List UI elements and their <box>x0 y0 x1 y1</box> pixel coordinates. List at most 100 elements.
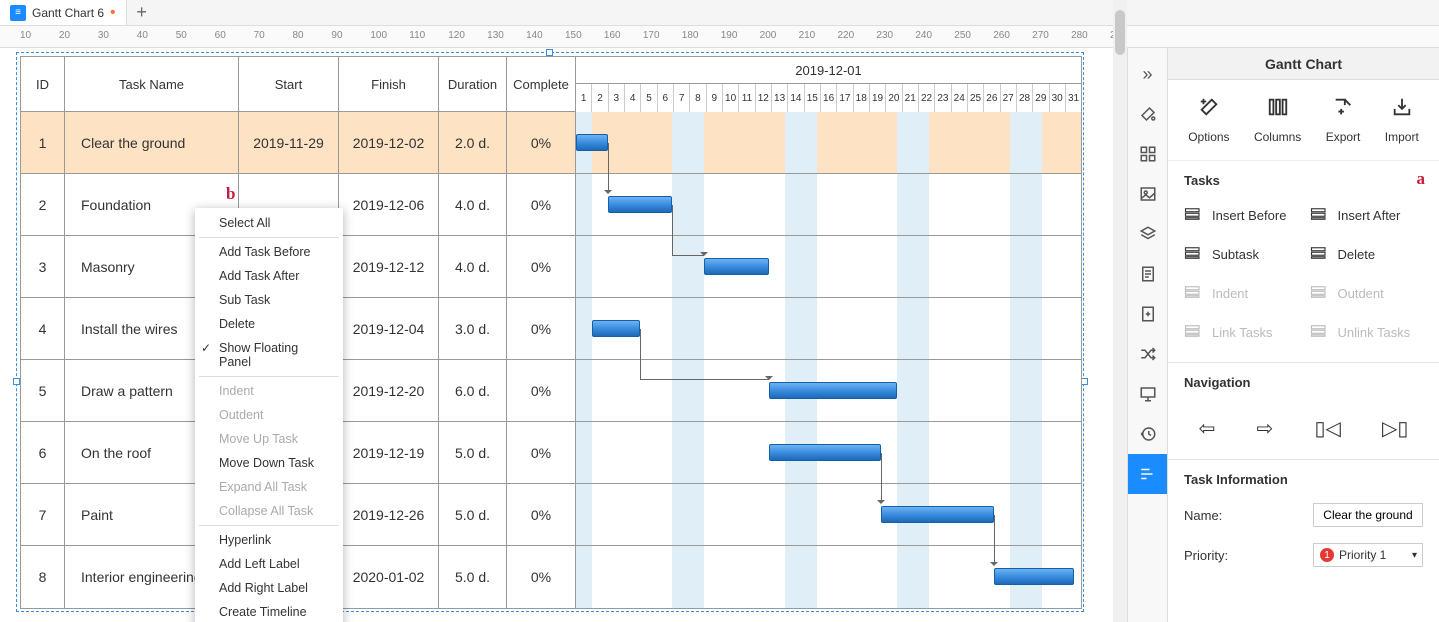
layers-icon[interactable] <box>1128 214 1168 254</box>
cell-finish[interactable]: 2019-12-12 <box>339 236 439 297</box>
cell-finish[interactable]: 2019-12-20 <box>339 360 439 421</box>
task-bar[interactable] <box>608 196 672 213</box>
day-header-cell: 9 <box>707 84 723 112</box>
cell-finish[interactable]: 2019-12-04 <box>339 298 439 359</box>
header-start[interactable]: Start <box>239 57 339 111</box>
task-name-input[interactable] <box>1313 503 1423 527</box>
priority-label: Priority: <box>1184 548 1228 563</box>
day-header-cell: 24 <box>952 84 968 112</box>
insert-after-button[interactable]: Insert After <box>1306 200 1428 231</box>
cell-complete[interactable]: 0% <box>507 484 575 545</box>
cell-complete[interactable]: 0% <box>507 112 575 173</box>
task-bar[interactable] <box>994 568 1074 585</box>
header-id[interactable]: ID <box>21 57 65 111</box>
options-button[interactable]: Options <box>1188 96 1229 144</box>
gantt-panel-icon[interactable] <box>1128 454 1168 494</box>
selection-handle[interactable] <box>546 49 553 56</box>
cell-complete[interactable]: 0% <box>507 236 575 297</box>
menu-item[interactable]: Add Right Label <box>195 576 343 600</box>
menu-item[interactable]: Hyperlink <box>195 528 343 552</box>
subtask-button[interactable]: Subtask <box>1180 239 1302 270</box>
cell-duration[interactable]: 4.0 d. <box>439 174 507 235</box>
cell-complete[interactable]: 0% <box>507 298 575 359</box>
nav-left-button[interactable]: ⇦ <box>1199 416 1216 441</box>
cell-duration[interactable]: 5.0 d. <box>439 484 507 545</box>
columns-button[interactable]: Columns <box>1254 96 1301 144</box>
add-page-icon[interactable] <box>1128 294 1168 334</box>
page-icon[interactable] <box>1128 254 1168 294</box>
menu-item[interactable]: Add Task Before <box>195 240 343 264</box>
task-bar[interactable] <box>881 506 993 523</box>
shuffle-icon[interactable] <box>1128 334 1168 374</box>
cell-duration[interactable]: 2.0 d. <box>439 112 507 173</box>
header-complete[interactable]: Complete <box>507 57 575 111</box>
grid-icon[interactable] <box>1128 134 1168 174</box>
history-icon[interactable] <box>1128 414 1168 454</box>
cell-duration[interactable]: 6.0 d. <box>439 360 507 421</box>
weekend-shade <box>785 546 801 608</box>
day-header-cell: 6 <box>658 84 674 112</box>
insert-before-button[interactable]: Insert Before <box>1180 200 1302 231</box>
selection-handle[interactable] <box>1081 378 1088 385</box>
menu-item[interactable]: Delete <box>195 312 343 336</box>
scrollbar-thumb[interactable] <box>1115 10 1125 55</box>
cell-duration[interactable]: 5.0 d. <box>439 422 507 483</box>
import-button[interactable]: Import <box>1385 96 1419 144</box>
vertical-scrollbar[interactable] <box>1113 0 1127 622</box>
nav-last-button[interactable]: ▷▯ <box>1382 416 1408 441</box>
presentation-icon[interactable] <box>1128 374 1168 414</box>
timeline-row <box>576 112 1081 174</box>
task-bar[interactable] <box>576 134 608 151</box>
task-bar[interactable] <box>769 444 881 461</box>
delete-button[interactable]: Delete <box>1306 239 1428 270</box>
cell-finish[interactable]: 2019-12-02 <box>339 112 439 173</box>
nav-right-button[interactable]: ⇨ <box>1257 416 1274 441</box>
cell-complete[interactable]: 0% <box>507 360 575 421</box>
menu-item[interactable]: Add Task After <box>195 264 343 288</box>
selection-handle[interactable] <box>13 378 20 385</box>
gantt-chart[interactable]: ID Task Name Start Finish Duration Compl… <box>20 56 1082 609</box>
priority-select[interactable]: 1 Priority 1 <box>1313 543 1423 567</box>
dependency-line <box>608 143 609 193</box>
cell-complete[interactable]: 0% <box>507 174 575 235</box>
paint-bucket-icon[interactable] <box>1128 94 1168 134</box>
header-duration[interactable]: Duration <box>439 57 507 111</box>
menu-item[interactable]: ✓Show Floating Panel <box>195 336 343 374</box>
ruler-tick: 150 <box>565 30 582 41</box>
export-button[interactable]: Export <box>1326 96 1361 144</box>
cell-start[interactable]: 2019-11-29 <box>239 112 339 173</box>
image-icon[interactable] <box>1128 174 1168 214</box>
menu-item[interactable]: Add Left Label <box>195 552 343 576</box>
cell-duration[interactable]: 5.0 d. <box>439 546 507 608</box>
cell-duration[interactable]: 3.0 d. <box>439 298 507 359</box>
dependency-line <box>881 453 882 503</box>
cell-complete[interactable]: 0% <box>507 546 575 608</box>
ruler-tick: 120 <box>448 30 465 41</box>
menu-item[interactable]: Sub Task <box>195 288 343 312</box>
weekend-shade <box>801 298 817 359</box>
cell-finish[interactable]: 2019-12-06 <box>339 174 439 235</box>
menu-item[interactable]: Create Timeline <box>195 600 343 622</box>
header-finish[interactable]: Finish <box>339 57 439 111</box>
menu-item[interactable]: Select All <box>195 211 343 235</box>
cell-id: 5 <box>21 360 65 421</box>
cell-duration[interactable]: 4.0 d. <box>439 236 507 297</box>
cell-finish[interactable]: 2019-12-19 <box>339 422 439 483</box>
collapse-panel-icon[interactable]: » <box>1128 54 1168 94</box>
menu-item[interactable]: Move Down Task <box>195 451 343 475</box>
nav-first-button[interactable]: ▯◁ <box>1314 416 1340 441</box>
task-row[interactable]: 1Clear the ground2019-11-292019-12-022.0… <box>21 112 575 174</box>
add-tab-button[interactable]: + <box>127 0 157 25</box>
document-tab[interactable]: ≡ Gantt Chart 6 • <box>0 0 127 25</box>
panel-title: Gantt Chart <box>1168 48 1439 80</box>
cell-name[interactable]: Clear the ground <box>65 112 239 173</box>
header-name[interactable]: Task Name <box>65 57 239 111</box>
cell-finish[interactable]: 2020-01-02 <box>339 546 439 608</box>
cell-finish[interactable]: 2019-12-26 <box>339 484 439 545</box>
timeline-row <box>576 422 1081 484</box>
task-bar[interactable] <box>769 382 897 399</box>
task-bar[interactable] <box>704 258 768 275</box>
cell-complete[interactable]: 0% <box>507 422 575 483</box>
dependency-line <box>672 205 673 255</box>
task-bar[interactable] <box>592 320 640 337</box>
